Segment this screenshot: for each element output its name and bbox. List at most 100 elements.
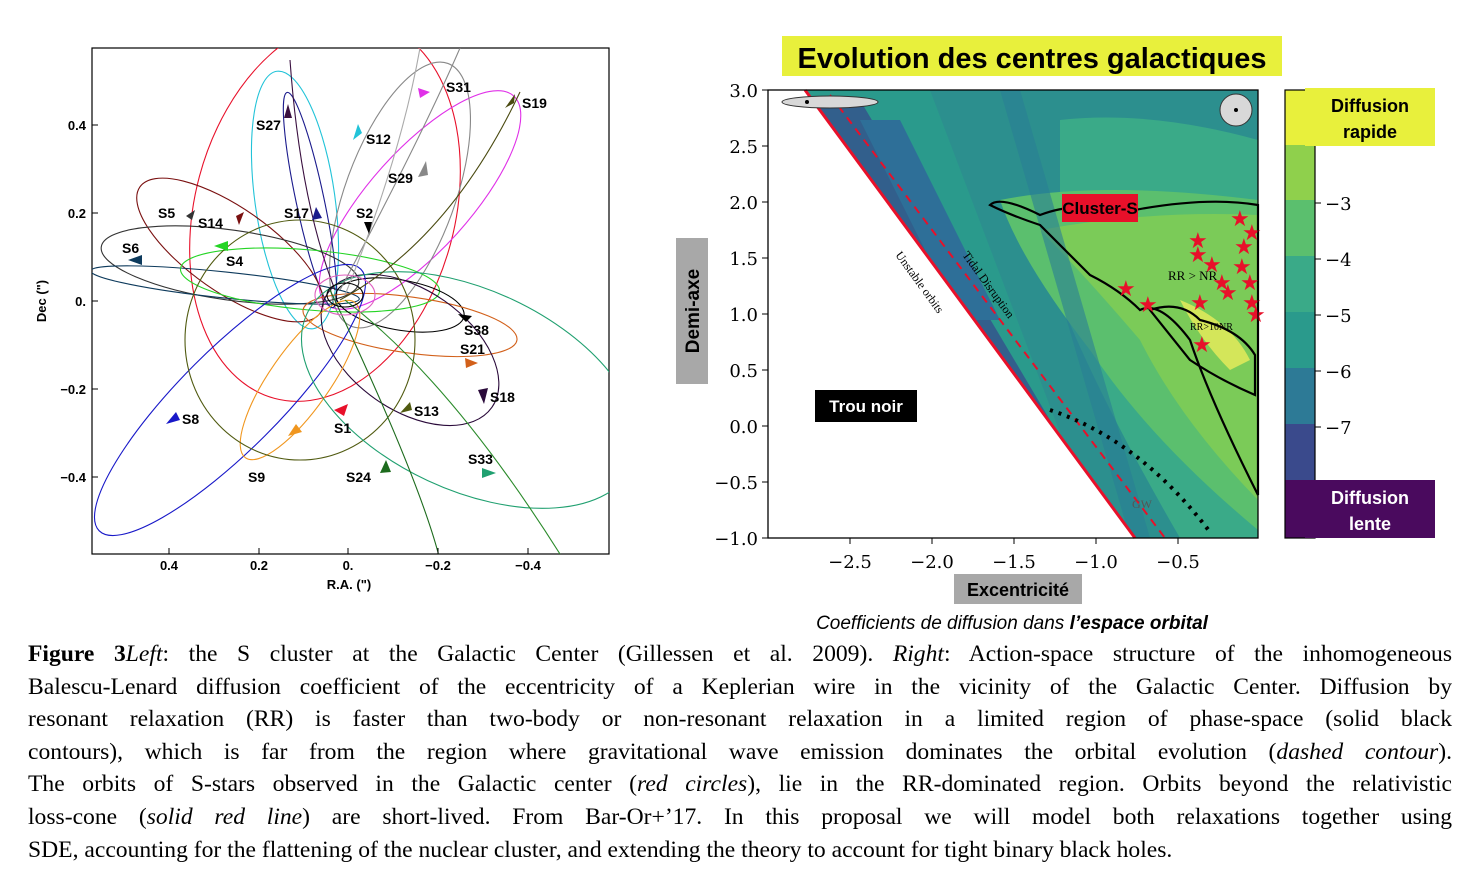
orbit-s13	[184, 219, 416, 461]
right-subcaption: Coefficients de diffusion dans l’espace …	[816, 613, 1209, 634]
orbit-extra-1	[339, 48, 461, 291]
eccentric-orbit-icon	[781, 95, 879, 109]
star-marker: ★	[1246, 302, 1266, 327]
cbar-tick-4: −7	[1325, 418, 1352, 439]
caption-line5a: The orbits of S-stars observed in the Ga…	[28, 771, 638, 798]
figure-caption: Figure 3Left: the S cluster at the Galac…	[28, 638, 1452, 866]
arrowhead-s2	[364, 222, 372, 234]
arrowhead-s14	[236, 212, 244, 225]
slow-diffusion-line1: Diffusion	[1331, 488, 1409, 508]
r-ytick-7: −0.5	[714, 473, 758, 494]
cbar-tick-0: −3	[1325, 194, 1352, 215]
caption-line-4: contours), which is far from the region …	[28, 736, 1452, 769]
orbit-s1	[189, 48, 461, 402]
title-highlight	[782, 36, 1282, 76]
arrowhead-s18	[478, 388, 488, 404]
label-s14: S14	[198, 215, 223, 231]
orbit-s33	[300, 271, 609, 509]
arrowhead-s9	[288, 424, 302, 436]
label-s31: S31	[446, 79, 471, 95]
label-s12: S12	[366, 131, 391, 147]
rr-10nr-contour	[1148, 305, 1257, 397]
right-ylabel: Demi-axe	[683, 269, 704, 354]
arrowhead-s19	[505, 94, 515, 108]
arrowhead-s6	[128, 255, 142, 265]
star-marker: ★	[1232, 254, 1252, 279]
cbar-tick-1: −4	[1325, 250, 1352, 271]
ytick-4: −0.4	[60, 470, 86, 485]
label-s4: S4	[226, 253, 243, 269]
ytick-1: 0.2	[68, 206, 86, 221]
subcaption-part2: l’espace orbital	[1070, 613, 1209, 634]
label-s5: S5	[158, 205, 175, 221]
orbit-s12	[250, 70, 340, 330]
orbit-s17	[282, 91, 338, 309]
r-xtick-3: −1.0	[1074, 552, 1118, 573]
label-s6: S6	[122, 240, 139, 256]
r-xtick-2: −1.5	[992, 552, 1036, 573]
r-ytick-5: 0.5	[729, 361, 758, 382]
caption-line-2: Balescu-Lenard diffusion coefficient of …	[28, 673, 1452, 700]
caption-line5c: ), lie in the RR-dominated region. Orbit…	[747, 771, 1453, 798]
r-ytick-0: 3.0	[729, 81, 758, 102]
arrowhead-s24	[380, 460, 391, 473]
r-ytick-3: 1.5	[729, 249, 758, 270]
label-s9: S9	[248, 469, 265, 485]
xtick-4: −0.4	[515, 558, 541, 573]
star-marker: ★	[1188, 242, 1208, 267]
s-star-markers: ★ ★ ★ ★ ★ ★ ★ ★ ★ ★ ★ ★ ★ ★ ★ ★	[1116, 206, 1266, 357]
arrowhead-s8	[166, 412, 180, 424]
arrowhead-s5	[186, 210, 195, 220]
r-ytick-4: 1.0	[729, 305, 758, 326]
caption-line5b: red circles	[637, 771, 748, 798]
caption-left-word: Left	[125, 641, 163, 667]
caption-line6a: loss-cone (	[28, 803, 147, 830]
label-s27: S27	[256, 117, 281, 133]
caption-line4b: dashed contour	[1276, 738, 1439, 765]
star-marker: ★	[1230, 206, 1250, 231]
diffusion-contours	[768, 90, 1258, 538]
diffusion-map-plot: Evolution des centres galactiques ★ ★	[676, 36, 1435, 634]
orbit-s5	[100, 225, 360, 305]
arrowhead-s4	[214, 241, 228, 251]
xlabel-box	[954, 574, 1082, 604]
xtick-0: 0.4	[160, 558, 179, 573]
arrowhead-s12	[353, 124, 362, 140]
arrowhead-s27	[284, 104, 292, 118]
fast-diffusion-badge	[1305, 88, 1435, 146]
caption-line-6: loss-cone (solid red line) are short-liv…	[28, 801, 1452, 834]
caption-line-1: Figure 3Left: the S cluster at the Galac…	[28, 638, 1452, 671]
circular-orbit-center-icon	[1234, 108, 1238, 112]
r-xtick-4: −0.5	[1156, 552, 1200, 573]
caption-text1: : the S cluster at the Galactic Center (…	[162, 641, 893, 667]
r-ytick-8: −1.0	[714, 529, 758, 550]
arrowhead-s31	[418, 88, 430, 98]
black-hole-badge	[815, 390, 917, 422]
star-marker: ★	[1240, 270, 1260, 295]
orbit-extra-3	[344, 299, 561, 554]
orbit-s2	[314, 274, 376, 316]
orbit-s24	[329, 289, 439, 554]
rr-nr-label: RR > NR	[1168, 268, 1218, 283]
cluster-s-label: Cluster-S	[1062, 199, 1138, 218]
label-s19: S19	[522, 95, 547, 111]
orbit-s29	[328, 61, 472, 329]
label-s2: S2	[356, 205, 373, 221]
star-marker: ★	[1242, 290, 1262, 315]
eccentric-orbit-center-icon	[805, 100, 809, 104]
s-cluster-orbit-plot: S31 S19 S27 S12 S29 S5 S14 S17 S2 S6 S4 …	[34, 47, 610, 592]
star-marker: ★	[1242, 220, 1262, 245]
star-marker: ★	[1234, 234, 1254, 259]
fast-diffusion-line1: Diffusion	[1331, 96, 1409, 116]
orbit-s21	[302, 292, 518, 358]
arrowhead-s1	[334, 404, 348, 416]
figure-3: S31 S19 S27 S12 S29 S5 S14 S17 S2 S6 S4 …	[34, 36, 1435, 634]
rr-10nr-label: RR>10NR	[1190, 322, 1233, 333]
label-s21: S21	[460, 341, 485, 357]
star-marker: ★	[1116, 276, 1136, 301]
arrowhead-s17	[312, 207, 322, 220]
star-marker: ★	[1212, 270, 1232, 295]
cluster-s-badge	[1062, 194, 1138, 222]
star-marker: ★	[1192, 332, 1212, 357]
caption-right-word: Right	[892, 641, 944, 667]
